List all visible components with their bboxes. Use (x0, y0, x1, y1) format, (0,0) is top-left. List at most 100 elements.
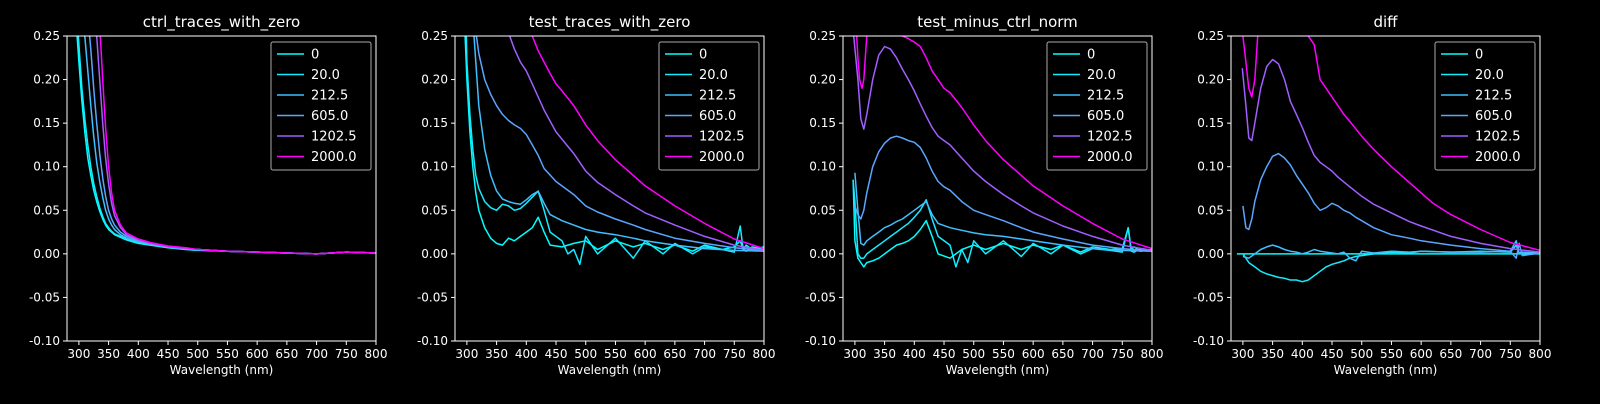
series-group (852, 36, 1152, 268)
x-tick-label: 300 (843, 347, 866, 361)
x-tick-label: 400 (127, 347, 150, 361)
legend: 0 20.0 212.5 605.0 1202.5 2000.0 (1046, 41, 1148, 171)
y-tick-label: -0.10 (805, 334, 836, 348)
x-axis-label: Wavelength (nm) (1334, 363, 1438, 377)
legend-label: 20.0 (1087, 68, 1116, 83)
legend: 0 20.0 212.5 605.0 1202.5 2000.0 (270, 41, 372, 171)
y-tick-label: 0.05 (809, 203, 836, 217)
y-tick-label: 0.10 (33, 160, 60, 174)
y-tick-label: 0.00 (1197, 247, 1224, 261)
y-tick-label: -0.05 (805, 290, 836, 304)
x-tick-label: 650 (663, 347, 686, 361)
x-tick-label: 400 (515, 347, 538, 361)
y-tick-label: 0.25 (809, 29, 836, 43)
legend-label: 20.0 (699, 68, 728, 83)
legend-label: 1202.5 (1087, 130, 1133, 145)
y-tick-label: -0.05 (29, 290, 60, 304)
x-tick-label: 700 (305, 347, 328, 361)
x-tick-label: 650 (275, 347, 298, 361)
y-tick-label: -0.10 (1193, 334, 1224, 348)
x-tick-label: 800 (753, 347, 776, 361)
y-tick-label: 0.15 (33, 116, 60, 130)
chart-title: diff (1373, 13, 1398, 31)
x-tick-label: 450 (1321, 347, 1344, 361)
x-tick-label: 700 (1469, 347, 1492, 361)
series-line-2000.0 (855, 36, 1152, 250)
y-tick-label: 0.05 (33, 203, 60, 217)
series-group (1236, 36, 1540, 283)
x-tick-label: 600 (1410, 347, 1433, 361)
x-axis-label: Wavelength (nm) (946, 363, 1050, 377)
series-line-212.5 (854, 172, 1152, 252)
x-tick-label: 750 (1499, 347, 1522, 361)
x-tick-label: 600 (1022, 347, 1045, 361)
plot-frame (454, 35, 765, 342)
x-tick-label: 300 (67, 347, 90, 361)
legend-label: 212.5 (1475, 89, 1512, 104)
series-line-212.5 (1242, 240, 1540, 262)
legend: 0 20.0 212.5 605.0 1202.5 2000.0 (1434, 41, 1536, 171)
chart-title: test_minus_ctrl_norm (917, 13, 1078, 32)
x-tick-label: 450 (933, 347, 956, 361)
series-group (76, 36, 376, 255)
legend-label: 1202.5 (699, 130, 745, 145)
y-tick-label: 0.10 (421, 160, 448, 174)
x-tick-label: 800 (365, 347, 388, 361)
series-line-2000.0 (99, 36, 376, 255)
y-tick-label: -0.10 (29, 334, 60, 348)
y-tick-label: 0.25 (33, 29, 60, 43)
chart-panel-3: test_minus_ctrl_norm 300 350 400 450 500 550 60… (805, 13, 1164, 377)
x-tick-label: 600 (634, 347, 657, 361)
y-tick-label: 0.25 (421, 29, 448, 43)
series-group (464, 36, 764, 266)
x-tick-label: 800 (1141, 347, 1164, 361)
x-tick-label: 400 (1291, 347, 1314, 361)
x-tick-label: 500 (962, 347, 985, 361)
y-tick-label: 0.15 (421, 116, 448, 130)
legend-label: 605.0 (1475, 109, 1512, 124)
y-tick-label: -0.10 (417, 334, 448, 348)
series-line-605.0 (475, 36, 764, 252)
legend-label: 212.5 (1087, 89, 1124, 104)
x-tick-label: 450 (157, 347, 180, 361)
y-tick-label: 0.20 (421, 73, 448, 87)
y-tick-label: 0.00 (421, 247, 448, 261)
y-tick-label: 0.20 (1197, 73, 1224, 87)
x-tick-label: 550 (604, 347, 627, 361)
series-line-1202.5 (852, 36, 1152, 252)
x-tick-label: 650 (1051, 347, 1074, 361)
plot-frame (842, 35, 1153, 342)
legend-label: 0 (1475, 48, 1483, 63)
chart-title: test_traces_with_zero (529, 13, 691, 32)
y-tick-label: 0.20 (33, 73, 60, 87)
legend-label: 1202.5 (311, 130, 357, 145)
series-line-212.5 (473, 36, 764, 252)
x-tick-label: 400 (903, 347, 926, 361)
plot-frame (66, 35, 377, 342)
legend-label: 1202.5 (1475, 130, 1521, 145)
legend-label: 0 (1087, 48, 1095, 63)
chart-panel-2: test_traces_with_zero 300 350 400 450 500 550 6… (417, 13, 776, 377)
legend-label: 605.0 (699, 109, 736, 124)
y-tick-label: 0.15 (1197, 116, 1224, 130)
x-tick-label: 300 (1231, 347, 1254, 361)
x-tick-label: 550 (216, 347, 239, 361)
x-tick-label: 350 (485, 347, 508, 361)
x-tick-label: 500 (1350, 347, 1373, 361)
legend-label: 2000.0 (699, 150, 745, 165)
y-tick-label: 0.05 (421, 203, 448, 217)
x-tick-label: 350 (873, 347, 896, 361)
y-tick-label: -0.05 (1193, 290, 1224, 304)
y-tick-label: 0.05 (1197, 203, 1224, 217)
legend-label: 0 (699, 48, 707, 63)
x-tick-label: 650 (1439, 347, 1462, 361)
plot-frame (1230, 35, 1541, 342)
legend-label: 2000.0 (1475, 150, 1521, 165)
chart-panel-1: ctrl_traces_with_zero 300 350 400 450 500 550 6… (29, 13, 388, 377)
x-tick-label: 350 (97, 347, 120, 361)
x-axis-label: Wavelength (nm) (558, 363, 662, 377)
series-line-1202.5 (1241, 58, 1540, 253)
legend-label: 0 (311, 48, 319, 63)
legend-label: 212.5 (699, 89, 736, 104)
